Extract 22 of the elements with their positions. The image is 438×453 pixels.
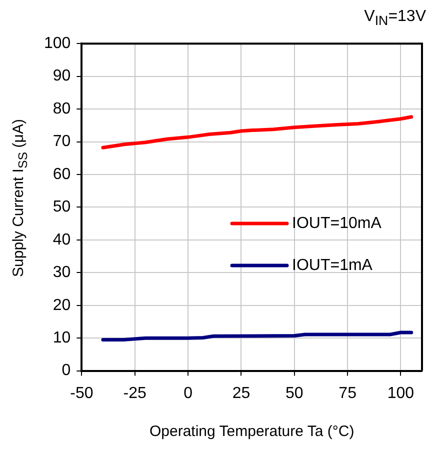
y-tick-label: 50 bbox=[52, 198, 71, 216]
legend-label: IOUT=1mA bbox=[292, 256, 373, 274]
x-tick-label: 100 bbox=[387, 384, 414, 402]
x-tick-label: -25 bbox=[123, 384, 147, 402]
y-tick-label: 10 bbox=[52, 329, 71, 346]
x-tick-label: 0 bbox=[184, 384, 193, 402]
y-tick-label: 100 bbox=[44, 35, 71, 52]
x-axis-title: Operating Temperature Ta (°C) bbox=[149, 423, 354, 440]
y-tick-label: 70 bbox=[52, 133, 71, 150]
y-tick-label: 60 bbox=[52, 166, 71, 183]
x-tick-label: 25 bbox=[232, 384, 250, 402]
legend-label: IOUT=10mA bbox=[292, 214, 382, 232]
x-tick-label: -50 bbox=[70, 384, 94, 402]
y-tick-label: 80 bbox=[52, 100, 71, 118]
x-tick-label: 50 bbox=[285, 384, 304, 402]
chart-title: V$_{IN}$=13V bbox=[364, 8, 426, 28]
y-tick-label: 0 bbox=[62, 362, 71, 380]
y-tick-label: 20 bbox=[52, 296, 71, 314]
y-tick-label: 40 bbox=[52, 231, 71, 248]
y-tick-label: 90 bbox=[52, 68, 71, 85]
y-tick-label: 30 bbox=[52, 264, 71, 282]
x-tick-label: 75 bbox=[338, 384, 357, 402]
